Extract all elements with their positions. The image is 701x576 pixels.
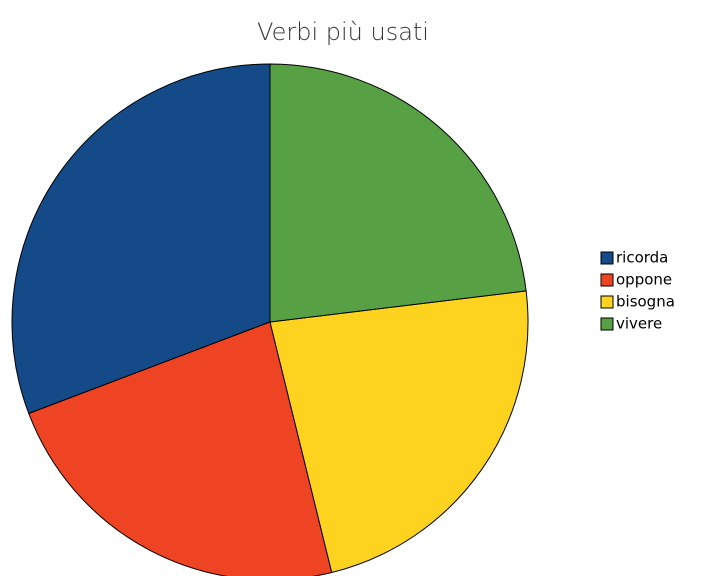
legend-swatch: [600, 317, 614, 331]
legend-label: vivere: [616, 315, 662, 333]
pie-slice: [28, 321, 333, 576]
legend-label: bisogna: [616, 293, 675, 311]
legend-swatch: [600, 295, 614, 309]
pie-slice: [11, 63, 271, 415]
pie-slice: [269, 290, 529, 574]
legend-label: oppone: [616, 271, 672, 289]
legend-label: ricorda: [616, 249, 668, 267]
legend-swatch: [600, 273, 614, 287]
chart-title: Verbi più usati: [257, 18, 429, 46]
pie-slice: [269, 63, 527, 323]
legend-swatch: [600, 251, 614, 265]
